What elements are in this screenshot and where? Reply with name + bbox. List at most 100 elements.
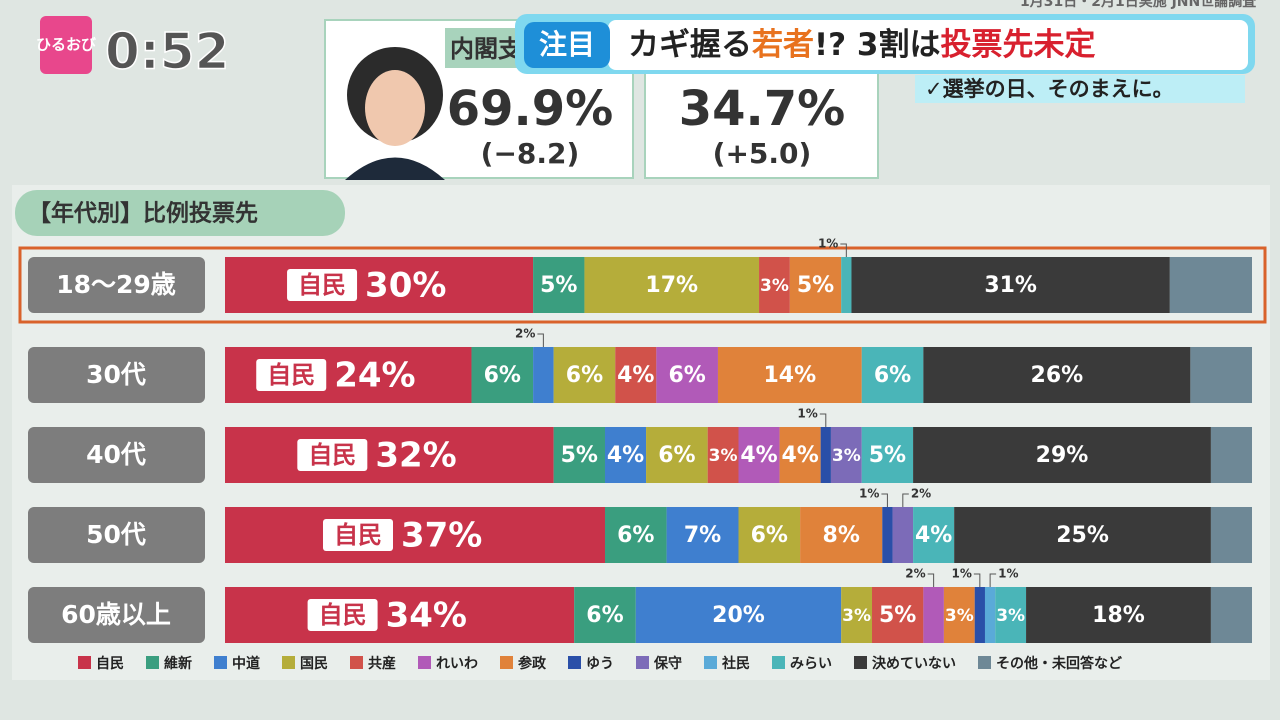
callout-line [973, 573, 981, 587]
bar-segment [830, 427, 862, 483]
value-label: 6% [668, 363, 705, 388]
bar-segment [943, 587, 975, 643]
bar-segment [635, 587, 842, 643]
bar-segment [892, 507, 914, 563]
value-label: 26% [1031, 363, 1084, 388]
approval-label: 内閣支 [450, 35, 523, 63]
value-label: 5% [797, 273, 834, 298]
bar-segment [1210, 587, 1252, 643]
bar-segment [851, 257, 1170, 313]
disapproval-change: (+5.0) [713, 137, 812, 170]
value-label: 2% [905, 567, 925, 581]
value-label: 30% [365, 266, 446, 306]
bar-segment [225, 427, 554, 483]
row-label: 40代 [86, 440, 146, 469]
value-label: 6% [484, 363, 521, 388]
value-label: 3% [832, 446, 861, 466]
legend-swatch [146, 656, 159, 669]
value-label: 4% [781, 443, 818, 468]
value-label: 18% [1092, 603, 1145, 628]
headline-tag-bg [524, 22, 610, 68]
bar-segment [1169, 257, 1252, 313]
legend-label: 維新 [164, 655, 192, 672]
bar-segment [738, 507, 801, 563]
row-label: 50代 [86, 520, 146, 549]
legend-label: その他・未回答など [996, 655, 1122, 672]
value-label: 20% [712, 603, 765, 628]
callout-line [927, 573, 935, 587]
legend-swatch [978, 656, 991, 669]
value-label: 32% [375, 436, 456, 476]
row-label-bg [28, 347, 205, 403]
value-label: 31% [984, 273, 1037, 298]
value-label: 4% [915, 523, 952, 548]
bar-segment [841, 257, 852, 313]
value-label: 6% [617, 523, 654, 548]
value-label: 8% [823, 523, 860, 548]
bar-segment [471, 347, 534, 403]
party-badge: 自民 [334, 521, 382, 549]
bar-segment [225, 587, 575, 643]
value-label: 3% [842, 606, 871, 626]
value-label: 4% [607, 443, 644, 468]
bar-segment [861, 347, 924, 403]
party-badge-bg [322, 519, 393, 551]
legend-swatch [418, 656, 431, 669]
bar-segment [779, 427, 821, 483]
party-badge-bg [256, 359, 327, 391]
bar-segment [923, 347, 1191, 403]
value-label: 6% [586, 603, 623, 628]
legend-label: 自民 [96, 655, 124, 672]
chart-title: 【年代別】比例投票先 [28, 200, 258, 227]
bar-segment [533, 257, 585, 313]
legend-swatch [854, 656, 867, 669]
legend-swatch [350, 656, 363, 669]
value-label: 3% [945, 606, 974, 626]
bar-segment [861, 427, 914, 483]
legend-label: 中道 [232, 655, 260, 672]
bar-segment [1210, 507, 1252, 563]
photo-body [345, 157, 445, 180]
value-label: 7% [684, 523, 721, 548]
legend-swatch [282, 656, 295, 669]
party-badge-bg [297, 439, 368, 471]
row-label-bg [28, 257, 205, 313]
bar-segment [584, 257, 760, 313]
callout-line [819, 413, 827, 427]
bar-segment [841, 587, 873, 643]
party-badge: 自民 [267, 361, 315, 389]
bar-segment [615, 347, 657, 403]
legend-swatch [704, 656, 717, 669]
headline-tag: 注目 [539, 28, 595, 61]
row-label-bg [28, 507, 205, 563]
row-label: 18〜29歳 [56, 270, 176, 299]
value-label: 4% [740, 443, 777, 468]
legend-swatch [636, 656, 649, 669]
value-label: 6% [751, 523, 788, 548]
chart-title-bg [15, 190, 345, 236]
row-label: 60歳以上 [61, 600, 171, 629]
legend-swatch [78, 656, 91, 669]
bar-segment [995, 587, 1027, 643]
party-badge-bg [307, 599, 378, 631]
bar-segment [974, 587, 985, 643]
bar-segment [717, 347, 862, 403]
value-label: 37% [401, 516, 482, 556]
value-label: 6% [658, 443, 695, 468]
bar-segment [1210, 427, 1252, 483]
stacked-bar-chart: 18〜29歳 自民 30% 5% 17% 3% 5%1%31%30代 自民 24% 6%2%6% 4… [18, 237, 1267, 672]
value-label: 17% [645, 273, 698, 298]
party-badge: 自民 [319, 601, 367, 629]
value-label: 14% [764, 363, 817, 388]
bar-segment [800, 507, 883, 563]
legend-label: 保守 [653, 655, 682, 672]
value-label: 6% [874, 363, 911, 388]
value-label: 24% [334, 356, 415, 396]
bar-segment [923, 587, 944, 643]
legend-swatch [772, 656, 785, 669]
value-label: 5% [561, 443, 598, 468]
subline-bg [915, 75, 1245, 103]
legend-label: みらい [790, 656, 832, 672]
value-label: 4% [617, 363, 654, 388]
